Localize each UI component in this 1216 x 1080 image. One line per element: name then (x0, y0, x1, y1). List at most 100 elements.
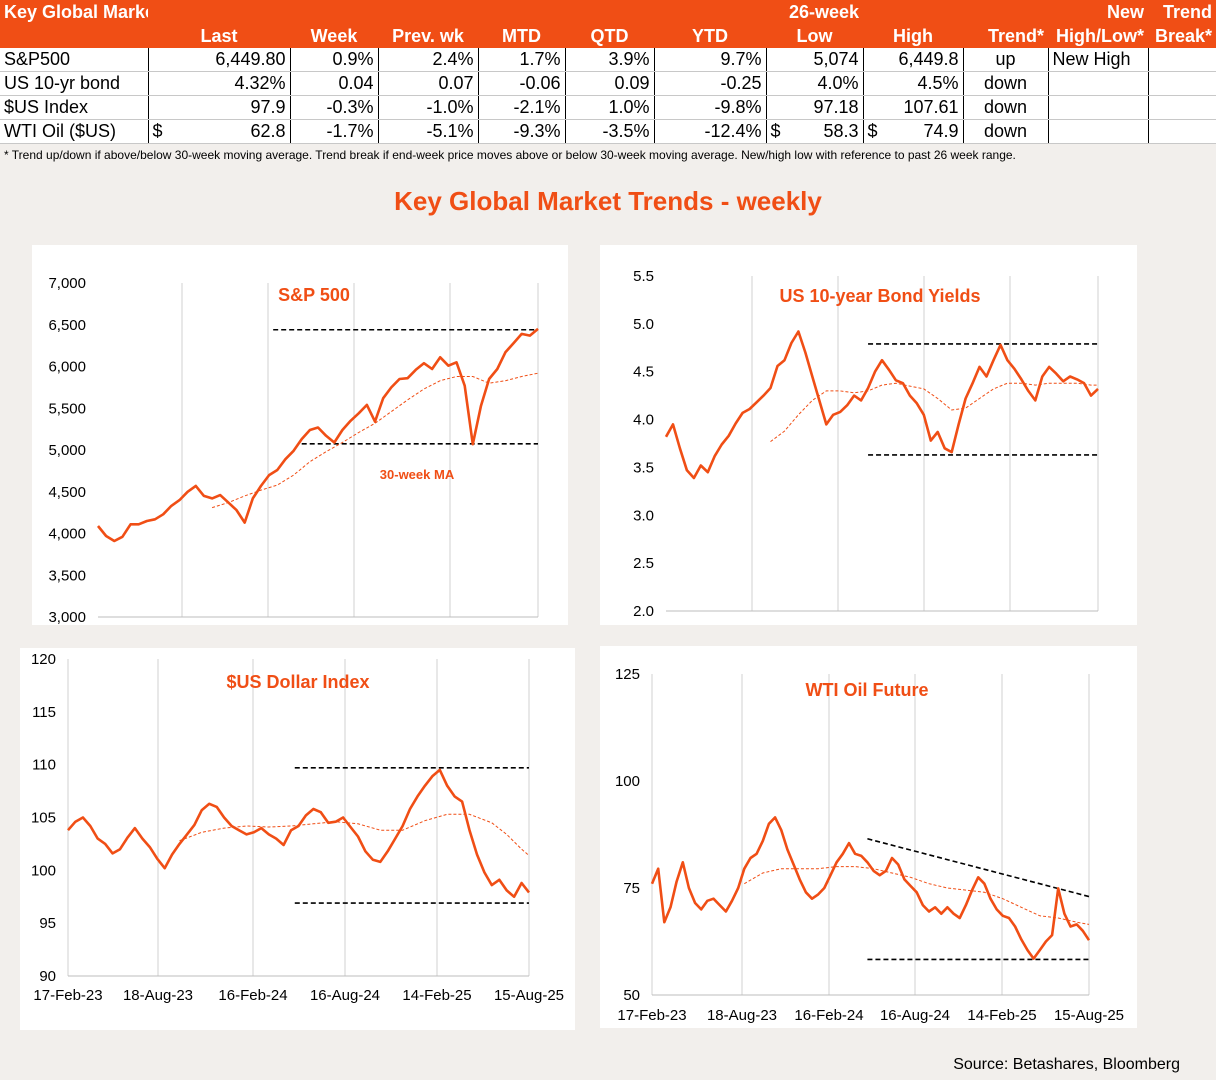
y-tick-label: 50 (623, 987, 640, 1004)
bond-yield-chart: 2.0 2.5 3.0 3.5 4.0 4.5 5.0 5.5 US 10-year Bond … (633, 268, 1099, 620)
cell-prev-week: -5.1% (378, 119, 479, 144)
col-header-trendstar: Trend* (963, 24, 1048, 48)
col-header-26week: 26-week (766, 0, 863, 24)
chart-title: $US Dollar Index (226, 672, 369, 692)
cell-trend: down (963, 119, 1049, 144)
cell-new-high-low (1048, 95, 1149, 120)
usd-chart-panel: 90 95 100 105 110 115 120 17-Feb-23 18-Aug-23 16-… (20, 648, 575, 1030)
y-tick-label: 7,000 (48, 275, 86, 292)
y-tick-label: 6,000 (48, 359, 86, 376)
y-tick-label: 6,500 (48, 317, 86, 334)
price-line (96, 327, 539, 543)
currency-prefix: $ (770, 121, 781, 141)
table-row: US 10-yr bond 4.32% 0.04 0.07 -0.06 0.09 -0.25… (0, 71, 1216, 96)
y-tick-label: 5,000 (48, 442, 86, 459)
cell-ytd: -12.4% (654, 119, 767, 144)
header-row-1: Key Global Markets 26-week New Trend (0, 0, 1216, 24)
cell-last: 6,449.80 (148, 48, 291, 72)
cell-trend-break (1148, 48, 1216, 72)
x-tick-label: 17-Feb-23 (33, 987, 102, 1004)
currency-prefix: $ (867, 121, 878, 141)
sp500-chart: 3,000 3,500 4,000 4,500 5,000 5,500 6,000 6,500… (48, 275, 539, 625)
y-tick-label: 120 (31, 651, 56, 668)
cell-week: -1.7% (290, 119, 379, 144)
y-tick-label: 105 (31, 810, 56, 827)
usd-index-chart: 90 95 100 105 110 115 120 17-Feb-23 18-Aug-23 16-… (31, 651, 564, 1004)
oil-chart-panel: 50 75 100 125 17-Feb-23 18-Aug-23 16-Feb-24 16-… (600, 646, 1137, 1028)
cell-last: 4.32% (148, 71, 291, 96)
cell-value: 107.61 (903, 97, 959, 117)
col-header (565, 0, 654, 24)
col-header-week: Week (290, 24, 378, 48)
main-title: Key Global Market Trends - weekly (394, 186, 822, 216)
col-header-break: Break* (1148, 24, 1216, 48)
header-row-2: Last Week Prev. wk MTD QTD YTD Low High … (0, 24, 1216, 48)
cell-26w-high: $74.9 (863, 119, 964, 144)
markets-table: Key Global Markets 26-week New Trend Las… (0, 0, 1216, 144)
col-header-prevwk: Prev. wk (378, 24, 478, 48)
col-header (963, 0, 1048, 24)
x-tick-label: 16-Feb-24 (794, 1007, 863, 1024)
cell-ytd: 9.7% (654, 48, 767, 72)
cell-qtd: 0.09 (565, 71, 655, 96)
cell-trend-break (1148, 71, 1216, 96)
cell-26w-low: 97.18 (766, 95, 864, 120)
cell-ytd: -9.8% (654, 95, 767, 120)
moving-average-line (744, 866, 1090, 925)
y-tick-label: 4.0 (633, 412, 654, 429)
col-header-trend: Trend (1148, 0, 1216, 24)
cell-qtd: 1.0% (565, 95, 655, 120)
moving-average-line (179, 813, 530, 856)
cell-week: 0.9% (290, 48, 379, 72)
x-tick-label: 15-Aug-25 (494, 987, 564, 1004)
x-tick-label: 14-Feb-25 (402, 987, 471, 1004)
cell-trend-break (1148, 119, 1216, 144)
table-body: S&P500 6,449.80 0.9% 2.4% 1.7% 3.9% 9.7% 5,074 6… (0, 48, 1216, 144)
y-tick-label: 3,500 (48, 567, 86, 584)
cell-mtd: -2.1% (478, 95, 566, 120)
col-header-highlow: High/Low* (1048, 24, 1148, 48)
cell-last: $62.8 (148, 119, 291, 144)
y-tick-label: 95 (39, 915, 56, 932)
y-tick-label: 90 (39, 968, 56, 985)
col-header-new: New (1048, 0, 1148, 24)
currency-prefix: $ (152, 121, 163, 141)
cell-name: WTI Oil ($US) (0, 119, 149, 144)
col-header-qtd: QTD (565, 24, 654, 48)
chart-title: S&P 500 (278, 285, 350, 305)
cell-ytd: -0.25 (654, 71, 767, 96)
cell-value: 58.3 (823, 121, 859, 141)
cell-new-high-low (1048, 71, 1149, 96)
col-header (290, 0, 378, 24)
cell-trend: down (963, 95, 1049, 120)
cell-prev-week: 0.07 (378, 71, 479, 96)
cell-week: -0.3% (290, 95, 379, 120)
cell-trend: down (963, 71, 1049, 96)
cell-trend: up (963, 48, 1049, 72)
cell-value: 5,074 (813, 49, 859, 69)
table-title: Key Global Markets (0, 0, 148, 24)
col-header-last: Last (148, 24, 290, 48)
cell-26w-high: 107.61 (863, 95, 964, 120)
cell-26w-high: 6,449.8 (863, 48, 964, 72)
moving-average-line (770, 382, 1098, 442)
chart-title: WTI Oil Future (806, 680, 929, 700)
cell-week: 0.04 (290, 71, 379, 96)
y-tick-label: 2.5 (633, 555, 654, 572)
y-tick-label: 4,000 (48, 526, 86, 543)
cell-mtd: 1.7% (478, 48, 566, 72)
y-tick-label: 100 (615, 773, 640, 790)
price-line (650, 816, 1091, 960)
cell-value: 4.5% (917, 73, 959, 93)
cell-new-high-low: New High (1048, 48, 1149, 72)
x-tick-label: 16-Feb-24 (218, 987, 287, 1004)
cell-value: 4.0% (817, 73, 859, 93)
reference-line (867, 838, 1090, 898)
price-line (67, 768, 531, 899)
col-header (378, 0, 478, 24)
y-tick-label: 5,500 (48, 400, 86, 417)
cell-value: 6,449.80 (215, 49, 286, 69)
cell-value: 6,449.8 (898, 49, 959, 69)
cell-name: US 10-yr bond (0, 71, 149, 96)
cell-prev-week: -1.0% (378, 95, 479, 120)
